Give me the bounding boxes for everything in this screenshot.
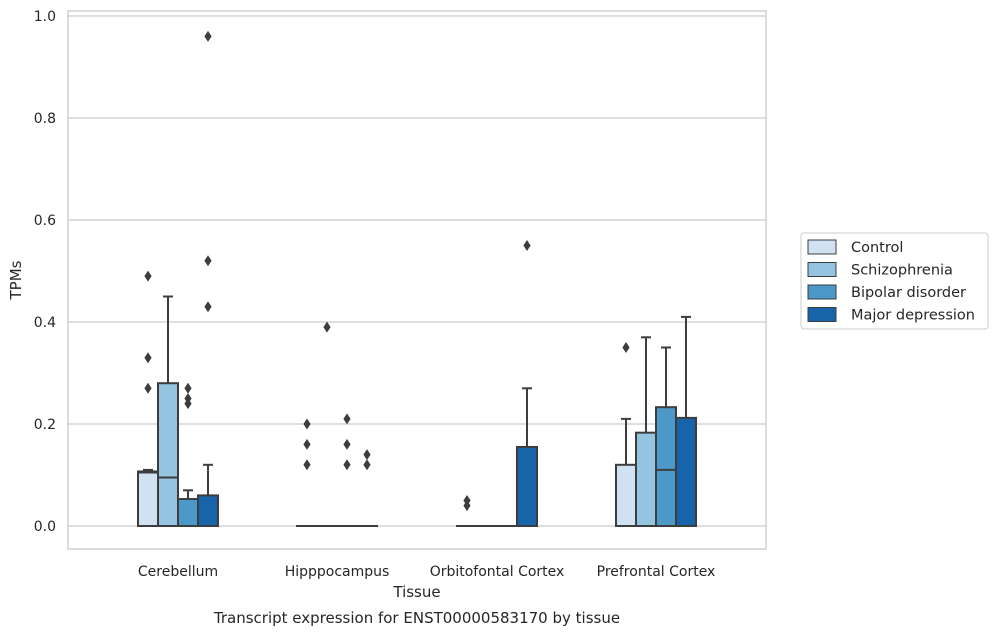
box-series [137, 30, 697, 528]
box-group [516, 240, 538, 528]
box-group [157, 295, 179, 528]
legend-swatch [807, 262, 837, 277]
legend-item: Control [807, 239, 903, 256]
x-tick-label: Hipppocampus [285, 564, 390, 580]
outlier-point [323, 321, 331, 333]
outlier-point [303, 438, 311, 450]
outlier-point [463, 495, 471, 506]
box [615, 463, 637, 527]
y-tick-label: 0.2 [34, 417, 56, 433]
outlier-point [303, 459, 311, 471]
box [635, 431, 657, 528]
x-axis-label: Tissue [392, 583, 440, 601]
box-group [655, 346, 677, 528]
y-axis-label: TPMs [7, 260, 25, 300]
outlier-point [363, 459, 371, 471]
outlier-point [343, 438, 351, 450]
x-tick-label: Prefrontal Cortex [597, 564, 716, 580]
series-major-depression [197, 30, 697, 528]
x-tick-label: Cerebellum [138, 564, 218, 580]
outlier-point [303, 418, 311, 430]
outlier-point [144, 352, 152, 364]
y-tick-label: 1.0 [34, 9, 56, 25]
box [177, 497, 199, 528]
box [516, 445, 538, 528]
y-tick-label: 0.4 [34, 315, 56, 331]
outlier-point [343, 413, 351, 425]
series-bipolar-disorder [177, 346, 677, 528]
legend-label: Control [851, 240, 903, 256]
outlier-point [622, 342, 630, 353]
legend-swatch [807, 284, 837, 300]
box-group [675, 315, 697, 528]
box-group [615, 342, 637, 527]
outlier-point [144, 382, 152, 394]
legend-swatch [807, 239, 837, 255]
y-tick-label: 0.0 [34, 519, 56, 535]
legend-swatch [807, 307, 837, 322]
box-group [197, 30, 219, 527]
box [137, 470, 159, 527]
legend-frame [800, 232, 989, 330]
outlier-point [363, 449, 371, 461]
box-group [356, 449, 378, 528]
outlier-point [204, 301, 212, 313]
box-group [456, 495, 478, 528]
y-axis-ticks: 0.0 0.2 0.4 0.6 0.8 1.0 [34, 9, 56, 535]
box-group [316, 321, 338, 528]
y-tick-label: 0.8 [34, 111, 56, 127]
box [655, 406, 677, 528]
box-group [296, 418, 318, 528]
outlier-point [343, 459, 351, 471]
chart-caption: Transcript expression for ENST0000058317… [213, 609, 620, 627]
legend-item: Bipolar disorder [807, 284, 966, 301]
series-control [137, 270, 637, 528]
outlier-point [204, 30, 212, 42]
plot-frame [67, 10, 767, 550]
box-group [177, 382, 199, 528]
legend: Control Schizophrenia Bipolar disorder Majo… [800, 232, 989, 330]
outlier-point [144, 270, 152, 282]
box-group [336, 413, 358, 528]
box [157, 382, 179, 528]
outlier-point [204, 255, 212, 267]
x-tick-label: Orbitofontal Cortex [430, 564, 565, 580]
legend-label: Major depression [851, 308, 975, 324]
y-tick-label: 0.6 [34, 213, 56, 229]
outlier-point [523, 240, 531, 251]
legend-item: Schizophrenia [807, 262, 953, 279]
series-schizophrenia [157, 295, 657, 528]
box-group [635, 336, 657, 528]
legend-label: Schizophrenia [851, 263, 953, 279]
x-axis-ticks: Cerebellum Hipppocampus Orbitofontal Corte… [138, 564, 715, 580]
outlier-point [184, 393, 192, 404]
box-group [137, 270, 159, 527]
box [675, 416, 697, 528]
box [197, 494, 219, 527]
legend-label: Bipolar disorder [851, 285, 966, 301]
legend-item: Major depression [807, 307, 975, 324]
outlier-point [184, 382, 192, 394]
